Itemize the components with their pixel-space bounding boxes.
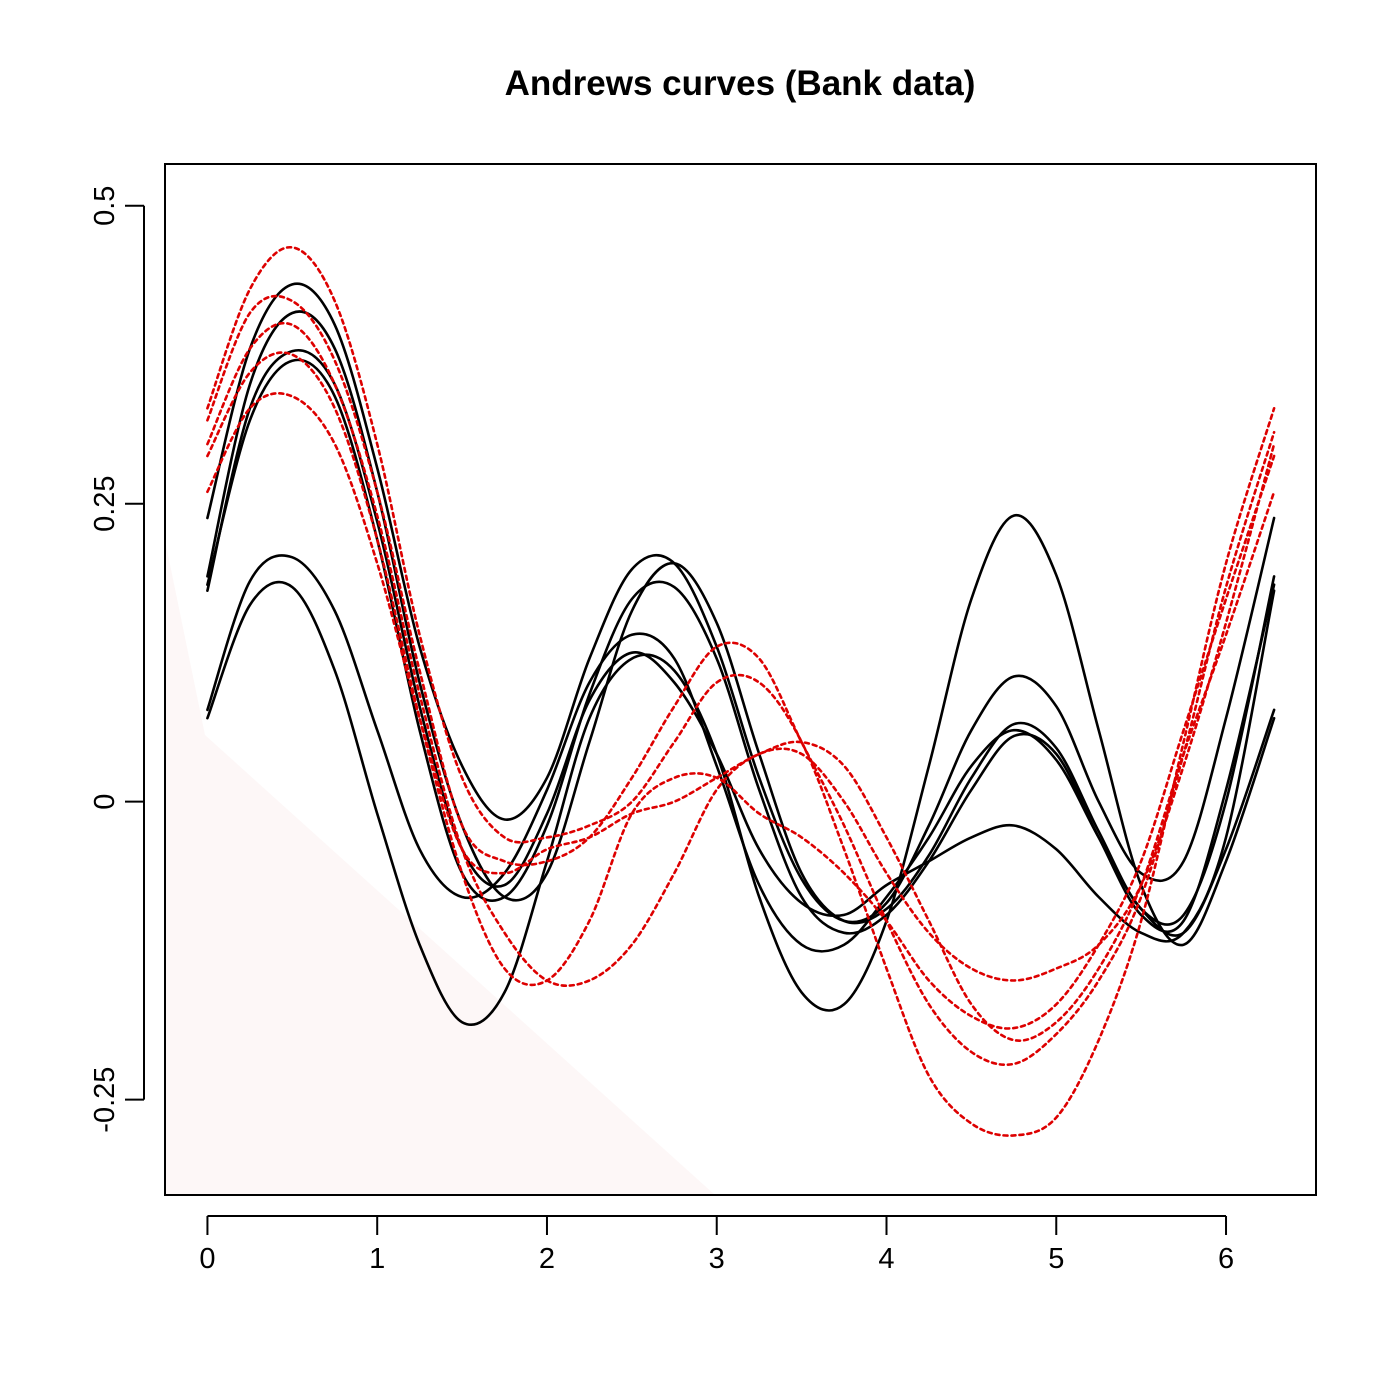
- curve-genuine-6: [206, 348, 1276, 943]
- x-tick-label: 1: [369, 1243, 385, 1275]
- x-tick-label: 2: [539, 1243, 555, 1275]
- background-shade: [165, 540, 715, 1195]
- y-tick-label: 0.25: [89, 475, 121, 531]
- x-tick-label: 6: [1218, 1243, 1234, 1275]
- plot-frame: [164, 163, 1317, 1196]
- y-tick-label: 0: [89, 794, 121, 810]
- chart-title: Andrews curves (Bank data): [505, 64, 976, 103]
- y-tick-label: 0.5: [89, 186, 121, 226]
- x-tick-label: 0: [199, 1243, 215, 1275]
- curve-counterfeit-9: [206, 322, 1276, 987]
- curve-counterfeit-7: [206, 246, 1276, 1137]
- curve-counterfeit-8: [206, 294, 1276, 1066]
- x-tick-label: 3: [709, 1243, 725, 1275]
- x-axis: 0 1 2 3 4 5 6: [199, 1215, 1234, 1275]
- y-axis: -0.25 0 0.25 0.5: [89, 186, 145, 1133]
- curves-layer: [206, 246, 1276, 1137]
- curve-genuine-1: [206, 282, 1276, 924]
- y-tick-label: -0.25: [89, 1067, 121, 1133]
- curve-genuine-5: [206, 514, 1276, 1027]
- x-tick-label: 4: [878, 1243, 894, 1275]
- x-tick-label: 5: [1048, 1243, 1064, 1275]
- curve-genuine-4: [206, 554, 1276, 953]
- curve-counterfeit-11: [206, 392, 1276, 1042]
